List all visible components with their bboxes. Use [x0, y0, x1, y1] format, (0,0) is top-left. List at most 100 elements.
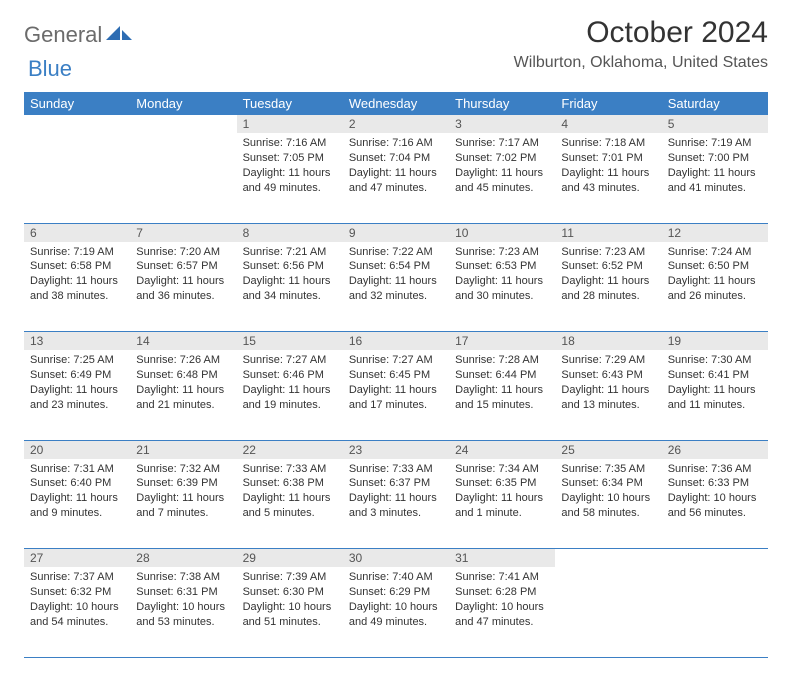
daynum-cell: 31	[449, 549, 555, 568]
day-cell-body: Sunrise: 7:29 AMSunset: 6:43 PMDaylight:…	[555, 350, 661, 418]
day-number: 4	[555, 115, 661, 133]
sunset-text: Sunset: 6:56 PM	[243, 259, 337, 274]
daylight-text: Daylight: 10 hours and 53 minutes.	[136, 600, 230, 630]
day-cell-body: Sunrise: 7:23 AMSunset: 6:53 PMDaylight:…	[449, 242, 555, 310]
day-cell: Sunrise: 7:35 AMSunset: 6:34 PMDaylight:…	[555, 459, 661, 549]
sunrise-text: Sunrise: 7:16 AM	[349, 136, 443, 151]
sunrise-text: Sunrise: 7:27 AM	[349, 353, 443, 368]
sunrise-text: Sunrise: 7:41 AM	[455, 570, 549, 585]
day-cell: Sunrise: 7:28 AMSunset: 6:44 PMDaylight:…	[449, 350, 555, 440]
day-cell: Sunrise: 7:19 AMSunset: 6:58 PMDaylight:…	[24, 242, 130, 332]
day-cell-body: Sunrise: 7:37 AMSunset: 6:32 PMDaylight:…	[24, 567, 130, 635]
daynum-cell: 18	[555, 332, 661, 351]
day-cell-body: Sunrise: 7:25 AMSunset: 6:49 PMDaylight:…	[24, 350, 130, 418]
day-cell-body: Sunrise: 7:23 AMSunset: 6:52 PMDaylight:…	[555, 242, 661, 310]
day-cell-body: Sunrise: 7:38 AMSunset: 6:31 PMDaylight:…	[130, 567, 236, 635]
week-daynum-row: 6789101112	[24, 223, 768, 242]
day-number	[24, 115, 130, 119]
daynum-cell: 5	[662, 115, 768, 133]
day-cell: Sunrise: 7:40 AMSunset: 6:29 PMDaylight:…	[343, 567, 449, 657]
sunset-text: Sunset: 6:48 PM	[136, 368, 230, 383]
daylight-text: Daylight: 10 hours and 54 minutes.	[30, 600, 124, 630]
daylight-text: Daylight: 11 hours and 30 minutes.	[455, 274, 549, 304]
sunset-text: Sunset: 6:31 PM	[136, 585, 230, 600]
day-cell-body: Sunrise: 7:21 AMSunset: 6:56 PMDaylight:…	[237, 242, 343, 310]
brand-part-2: Blue	[28, 56, 72, 82]
sunset-text: Sunset: 6:30 PM	[243, 585, 337, 600]
calendar-table: Sunday Monday Tuesday Wednesday Thursday…	[24, 92, 768, 658]
sunrise-text: Sunrise: 7:24 AM	[668, 245, 762, 260]
day-number: 14	[130, 332, 236, 350]
sunrise-text: Sunrise: 7:29 AM	[561, 353, 655, 368]
day-cell: Sunrise: 7:36 AMSunset: 6:33 PMDaylight:…	[662, 459, 768, 549]
day-cell-body: Sunrise: 7:16 AMSunset: 7:04 PMDaylight:…	[343, 133, 449, 201]
day-number: 29	[237, 549, 343, 567]
day-cell: Sunrise: 7:21 AMSunset: 6:56 PMDaylight:…	[237, 242, 343, 332]
sunrise-text: Sunrise: 7:20 AM	[136, 245, 230, 260]
month-title: October 2024	[514, 16, 768, 50]
daylight-text: Daylight: 11 hours and 34 minutes.	[243, 274, 337, 304]
day-number: 6	[24, 224, 130, 242]
sunset-text: Sunset: 6:34 PM	[561, 476, 655, 491]
day-cell-body: Sunrise: 7:17 AMSunset: 7:02 PMDaylight:…	[449, 133, 555, 201]
day-cell-body: Sunrise: 7:39 AMSunset: 6:30 PMDaylight:…	[237, 567, 343, 635]
day-number: 15	[237, 332, 343, 350]
sunrise-text: Sunrise: 7:32 AM	[136, 462, 230, 477]
day-number: 8	[237, 224, 343, 242]
sunset-text: Sunset: 6:58 PM	[30, 259, 124, 274]
day-cell-body: Sunrise: 7:24 AMSunset: 6:50 PMDaylight:…	[662, 242, 768, 310]
day-cell: Sunrise: 7:27 AMSunset: 6:46 PMDaylight:…	[237, 350, 343, 440]
daynum-cell	[24, 115, 130, 133]
sunset-text: Sunset: 6:38 PM	[243, 476, 337, 491]
daynum-cell: 24	[449, 440, 555, 459]
daylight-text: Daylight: 11 hours and 49 minutes.	[243, 166, 337, 196]
sunrise-text: Sunrise: 7:23 AM	[455, 245, 549, 260]
day-cell: Sunrise: 7:16 AMSunset: 7:05 PMDaylight:…	[237, 133, 343, 223]
daynum-cell: 7	[130, 223, 236, 242]
sunset-text: Sunset: 6:49 PM	[30, 368, 124, 383]
day-number: 16	[343, 332, 449, 350]
day-cell	[555, 567, 661, 657]
day-cell: Sunrise: 7:22 AMSunset: 6:54 PMDaylight:…	[343, 242, 449, 332]
day-number: 30	[343, 549, 449, 567]
sunset-text: Sunset: 7:05 PM	[243, 151, 337, 166]
sunrise-text: Sunrise: 7:18 AM	[561, 136, 655, 151]
day-cell: Sunrise: 7:26 AMSunset: 6:48 PMDaylight:…	[130, 350, 236, 440]
week-daynum-row: 2728293031	[24, 549, 768, 568]
brand-part-1: General	[24, 22, 102, 48]
dayhdr-fri: Friday	[555, 92, 661, 115]
week-daynum-row: 13141516171819	[24, 332, 768, 351]
day-number: 22	[237, 441, 343, 459]
day-number: 9	[343, 224, 449, 242]
day-number: 25	[555, 441, 661, 459]
sunset-text: Sunset: 6:45 PM	[349, 368, 443, 383]
daylight-text: Daylight: 11 hours and 13 minutes.	[561, 383, 655, 413]
sunset-text: Sunset: 6:40 PM	[30, 476, 124, 491]
day-number	[662, 549, 768, 553]
dayhdr-wed: Wednesday	[343, 92, 449, 115]
day-cell-body: Sunrise: 7:16 AMSunset: 7:05 PMDaylight:…	[237, 133, 343, 201]
day-cell-body: Sunrise: 7:19 AMSunset: 6:58 PMDaylight:…	[24, 242, 130, 310]
day-number: 31	[449, 549, 555, 567]
sunrise-text: Sunrise: 7:38 AM	[136, 570, 230, 585]
day-cell: Sunrise: 7:29 AMSunset: 6:43 PMDaylight:…	[555, 350, 661, 440]
daynum-cell	[662, 549, 768, 568]
sunrise-text: Sunrise: 7:40 AM	[349, 570, 443, 585]
day-cell-body: Sunrise: 7:34 AMSunset: 6:35 PMDaylight:…	[449, 459, 555, 527]
day-number	[555, 549, 661, 553]
day-cell-body: Sunrise: 7:31 AMSunset: 6:40 PMDaylight:…	[24, 459, 130, 527]
sunrise-text: Sunrise: 7:37 AM	[30, 570, 124, 585]
sunset-text: Sunset: 7:02 PM	[455, 151, 549, 166]
day-cell: Sunrise: 7:20 AMSunset: 6:57 PMDaylight:…	[130, 242, 236, 332]
sunrise-text: Sunrise: 7:33 AM	[349, 462, 443, 477]
day-number: 11	[555, 224, 661, 242]
sunset-text: Sunset: 6:57 PM	[136, 259, 230, 274]
dayhdr-tue: Tuesday	[237, 92, 343, 115]
sunset-text: Sunset: 6:33 PM	[668, 476, 762, 491]
day-cell-body	[662, 567, 768, 576]
daynum-cell: 10	[449, 223, 555, 242]
week-content-row: Sunrise: 7:31 AMSunset: 6:40 PMDaylight:…	[24, 459, 768, 549]
day-cell: Sunrise: 7:41 AMSunset: 6:28 PMDaylight:…	[449, 567, 555, 657]
brand-logo: General	[24, 22, 134, 48]
day-cell-body: Sunrise: 7:27 AMSunset: 6:46 PMDaylight:…	[237, 350, 343, 418]
